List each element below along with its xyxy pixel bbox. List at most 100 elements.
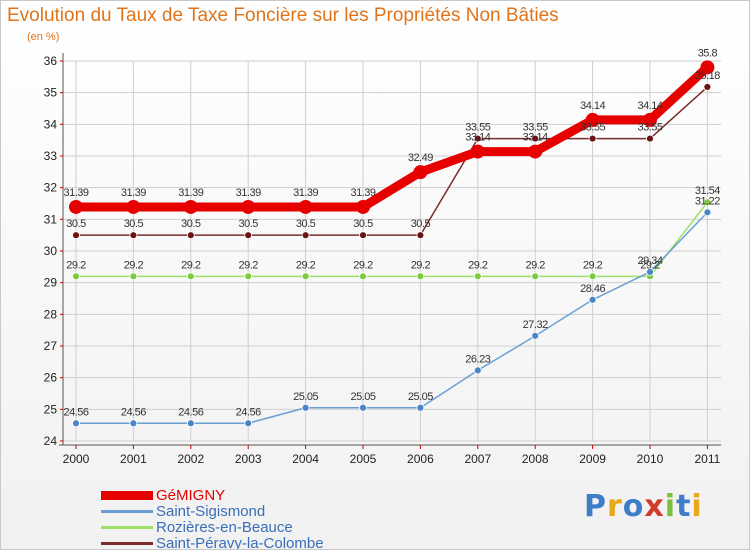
data-label-g-migny-2010: 34.14 [637,100,662,112]
data-label-saint-p-ravy-la-colombe-2003: 30.5 [238,218,258,230]
x-tick-label-2006: 2006 [407,452,434,466]
point-saint-sigismond-2000 [72,419,80,428]
data-label-g-migny-2008: 33.14 [523,132,548,144]
y-tick-label-29: 29 [44,276,58,290]
point-g-migny-2004 [298,199,313,214]
point-saint-p-ravy-la-colombe-2010 [646,134,654,143]
point-g-migny-2002 [183,199,198,214]
x-tick-label-2000: 2000 [63,452,90,466]
data-label-rozi-res-en-beauce-2007: 29.2 [468,259,488,271]
point-g-migny-2000 [69,199,83,214]
point-rozi-res-en-beauce-2002 [186,272,195,281]
point-saint-sigismond-2008 [531,331,540,340]
data-label-rozi-res-en-beauce-2006: 29.2 [411,259,431,271]
x-tick-label-2009: 2009 [579,452,606,466]
data-label-saint-p-ravy-la-colombe-2006: 30.5 [411,218,431,230]
data-label-saint-p-ravy-la-colombe-2008: 33.55 [523,122,548,134]
data-label-rozi-res-en-beauce-2000: 29.2 [66,259,86,271]
data-label-saint-sigismond-2003: 24.56 [236,406,261,418]
point-rozi-res-en-beauce-2000 [72,272,80,281]
point-saint-p-ravy-la-colombe-2011 [703,83,712,91]
point-rozi-res-en-beauce-2008 [531,272,540,281]
point-rozi-res-en-beauce-2009 [588,272,597,281]
point-g-migny-2011 [700,60,715,75]
data-label-rozi-res-en-beauce-2002: 29.2 [181,259,201,271]
data-label-g-migny-2006: 32.49 [408,152,433,164]
point-saint-sigismond-2011 [703,208,712,217]
point-rozi-res-en-beauce-2006 [416,272,425,281]
data-label-saint-p-ravy-la-colombe-2005: 30.5 [353,218,373,230]
point-g-migny-2005 [356,199,370,214]
data-label-saint-p-ravy-la-colombe-2010: 33.55 [637,122,662,134]
point-saint-p-ravy-la-colombe-2005 [359,231,367,240]
data-label-g-migny-2004: 31.39 [293,187,318,199]
point-saint-p-ravy-la-colombe-2006 [416,231,425,240]
data-label-rozi-res-en-beauce-2003: 29.2 [238,259,258,271]
logo-letter: x [644,489,665,524]
series-line-g-migny [71,62,712,212]
series-line-rozi-res-en-beauce [75,201,709,278]
point-g-migny-2009 [585,112,600,127]
point-saint-p-ravy-la-colombe-2001 [129,231,138,240]
legend-label-gemigny: GéMIGNY [156,487,226,504]
y-tick-label-31: 31 [44,212,58,226]
y-tick-label-25: 25 [44,402,58,416]
y-tick-label-28: 28 [44,307,58,321]
data-label-saint-sigismond-2004: 25.05 [293,391,318,403]
data-label-g-migny-2002: 31.39 [178,187,203,199]
point-saint-sigismond-2003 [244,419,253,428]
y-tick-label-36: 36 [44,54,58,68]
legend-swatch-saint-sigismond [101,510,153,513]
point-g-migny-2001 [126,199,141,214]
point-saint-sigismond-2005 [359,403,367,412]
y-tick-label-26: 26 [44,371,58,385]
point-saint-p-ravy-la-colombe-2004 [301,231,310,240]
y-tick-label-24: 24 [44,434,58,448]
point-rozi-res-en-beauce-2005 [359,272,367,281]
point-saint-p-ravy-la-colombe-2009 [588,134,597,143]
legend-swatch-saint-peravy [101,542,153,545]
logo-letter: i [691,489,703,524]
point-rozi-res-en-beauce-2011 [703,198,712,207]
data-label-rozi-res-en-beauce-2004: 29.2 [296,259,316,271]
data-label-saint-sigismond-2005: 25.05 [350,391,375,403]
legend-label-saint-sigismond: Saint-Sigismond [156,503,266,520]
point-g-migny-2007 [470,144,485,159]
data-label-g-migny-2003: 31.39 [236,187,261,199]
point-saint-sigismond-2006 [416,403,425,412]
data-label-g-migny-2000: 31.39 [63,187,88,199]
point-rozi-res-en-beauce-2003 [244,272,253,281]
legend-label-rozieres: Rozières-en-Beauce [156,519,293,536]
chart-title: Evolution du Taux de Taxe Foncière sur l… [7,5,559,26]
point-g-migny-2010 [643,112,657,127]
x-tick-label-2005: 2005 [350,452,377,466]
legend-label-saint-peravy: Saint-Péravy-la-Colombe [156,535,324,550]
x-tick-label-2004: 2004 [292,452,319,466]
data-label-g-migny-2011: 35.8 [698,47,718,59]
logo-letter: r [607,489,623,524]
logo-letter: t [676,489,692,524]
data-label-rozi-res-en-beauce-2009: 29.2 [583,259,603,271]
data-label-rozi-res-en-beauce-2011: 31.54 [695,185,720,197]
data-label-saint-p-ravy-la-colombe-2001: 30.5 [124,218,144,230]
data-label-g-migny-2005: 31.39 [350,187,375,199]
point-saint-sigismond-2002 [186,419,195,428]
x-tick-label-2008: 2008 [522,452,549,466]
series-line-saint-sigismond [75,211,709,425]
data-label-g-migny-2007: 33.14 [465,132,490,144]
proxiti-logo: Proxiti [584,489,703,524]
point-saint-p-ravy-la-colombe-2000 [72,231,80,240]
logo-letter: i [664,489,677,524]
point-rozi-res-en-beauce-2004 [301,272,310,281]
data-label-saint-sigismond-2010: 29.34 [637,255,662,267]
data-label-saint-p-ravy-la-colombe-2009: 33.55 [580,122,605,134]
logo-letter: P [584,489,607,524]
data-label-saint-sigismond-2000: 24.56 [63,406,88,418]
x-tick-label-2011: 2011 [694,452,720,466]
legend-swatch-gemigny [101,491,153,500]
y-tick-label-30: 30 [44,244,58,258]
y-tick-label-34: 34 [44,117,58,131]
x-tick-label-2007: 2007 [464,452,491,466]
